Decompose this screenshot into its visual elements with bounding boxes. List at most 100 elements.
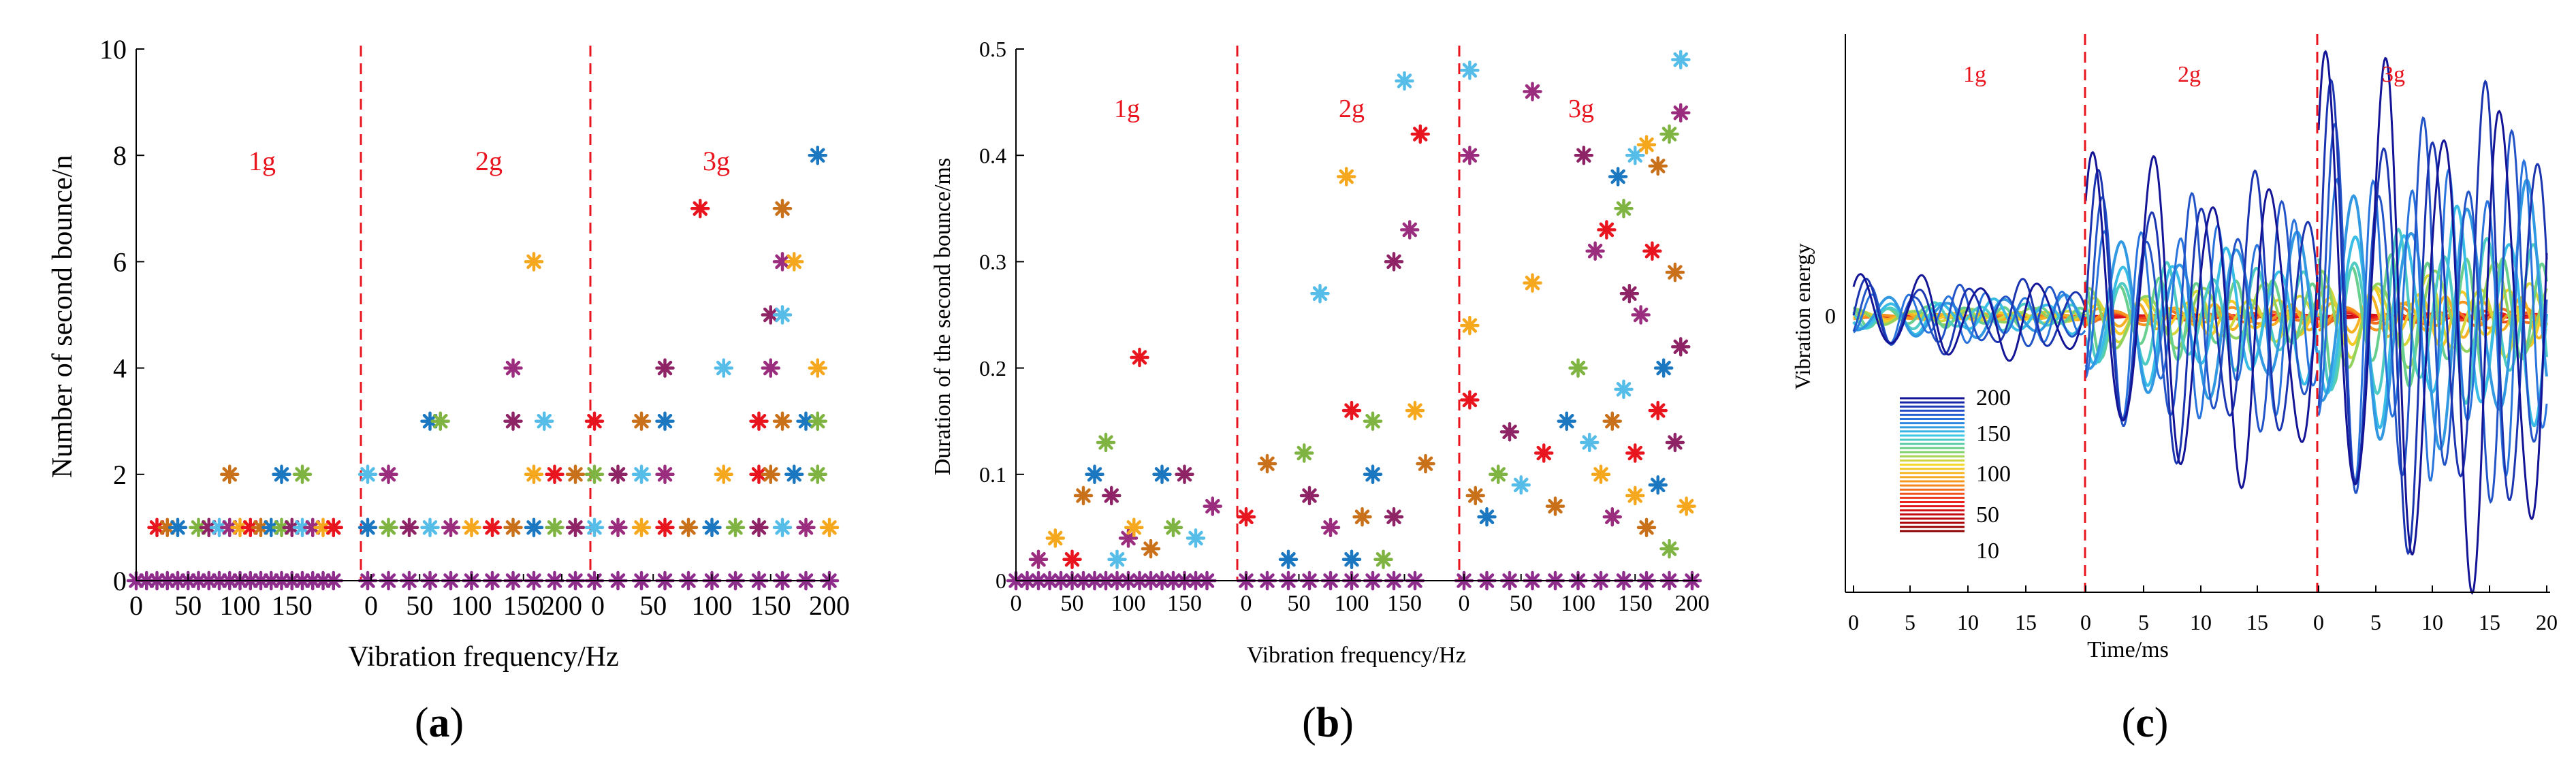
panel-b-x-ticks: 0 50 100 150 0 50 100 150 0 50 100 150 200 [1011, 574, 1710, 616]
data-point [1648, 156, 1668, 176]
energy-trace [2317, 50, 2548, 595]
x-tick-label: 0 [1011, 591, 1022, 616]
data-point [1384, 507, 1404, 527]
data-point [784, 464, 804, 485]
data-point [1676, 496, 1696, 516]
data-point [690, 199, 710, 219]
data-point [1062, 549, 1082, 570]
data-point [1460, 145, 1480, 165]
data-point [1278, 549, 1299, 570]
data-point [772, 199, 793, 219]
data-point [524, 464, 544, 485]
data-point [1384, 252, 1404, 272]
energy-trace [2084, 230, 2319, 400]
data-point [631, 517, 652, 538]
x-tick-label: 100 [1561, 591, 1595, 616]
data-point [1299, 485, 1320, 506]
y-tick-label: 10 [99, 34, 127, 65]
data-point [1320, 517, 1341, 538]
data-point [1102, 485, 1122, 506]
panel-c-x-label: Time/ms [2087, 637, 2169, 662]
panel-b-y-label: Duration of the second bounce/ms [930, 158, 955, 475]
data-point [1602, 411, 1622, 431]
panel-a-y-label: Number of second bounce/n [47, 155, 78, 479]
data-point [399, 517, 419, 538]
data-point [584, 464, 605, 485]
x-tick-label: 10 [2190, 610, 2212, 634]
x-tick-label: 100 [1335, 591, 1369, 616]
y-tick-label: 0.5 [979, 37, 1006, 61]
data-point [1523, 82, 1542, 101]
y-tick-label: 8 [113, 140, 127, 171]
x-tick-label: 20 [2536, 610, 2558, 634]
data-point [482, 517, 503, 538]
data-point [784, 252, 804, 272]
legend-label: 100 [1976, 462, 2011, 487]
data-point [430, 411, 450, 431]
data-point [1477, 507, 1497, 527]
legend-label: 150 [1976, 421, 2011, 447]
data-point [761, 358, 780, 378]
data-point [1416, 453, 1435, 474]
data-point [1648, 400, 1668, 421]
x-tick-label: 150 [1167, 591, 1202, 616]
panel-b-region-label-2g: 2g [1339, 95, 1365, 123]
data-point [545, 464, 565, 485]
y-tick-label: 0.2 [979, 356, 1006, 381]
data-point [1653, 358, 1674, 378]
data-point [1028, 549, 1049, 570]
y-tick-label: 2 [113, 460, 127, 490]
data-point [441, 517, 461, 538]
panel-c-y-label: Vibration energy [1790, 243, 1815, 389]
data-point [1625, 443, 1645, 463]
data-point [303, 517, 323, 538]
data-point [420, 517, 440, 538]
data-point [1499, 422, 1520, 442]
x-tick-label: 50 [174, 590, 202, 621]
data-point [631, 411, 652, 431]
data-point [1642, 241, 1662, 261]
data-point [357, 517, 378, 538]
x-tick-label: 0 [364, 590, 378, 621]
energy-trace [2317, 116, 2548, 504]
data-point [1395, 71, 1414, 91]
x-tick-label: 0 [1241, 591, 1252, 616]
panel-c-legend: 200 150 100 50 10 [1900, 385, 2011, 564]
x-tick-label: 10 [2421, 610, 2443, 634]
data-point [1614, 379, 1634, 400]
data-point [1405, 400, 1425, 421]
x-tick-label: 0 [1459, 591, 1470, 616]
x-tick-label: 150 [750, 590, 791, 621]
data-point [292, 464, 313, 485]
x-tick-label: 0 [129, 590, 143, 621]
y-tick-label: 0 [996, 568, 1006, 593]
data-point [725, 517, 746, 538]
data-point [1186, 528, 1206, 548]
data-point [1465, 485, 1485, 506]
panel-b-y-ticks: 0 0.1 0.2 0.3 0.4 0.5 [979, 37, 1024, 593]
data-point [524, 252, 544, 272]
x-tick-label: 15 [2246, 610, 2268, 634]
x-tick-label: 0 [591, 590, 605, 621]
data-point [1625, 485, 1645, 506]
panel-b-plot-area [1006, 46, 1702, 591]
panel-c-x-ticks: 0 5 10 15 0 5 10 15 0 5 10 15 20 [1848, 585, 2558, 634]
data-point [655, 411, 675, 431]
data-point [1124, 517, 1144, 538]
data-point [1665, 432, 1685, 453]
y-tick-label: 4 [113, 353, 127, 384]
data-point [808, 464, 827, 485]
data-point [655, 517, 675, 538]
data-point [796, 517, 816, 538]
data-point [462, 517, 481, 538]
y-tick-label: 0.3 [979, 250, 1006, 274]
data-point [1045, 528, 1065, 548]
x-tick-label: 50 [639, 590, 667, 621]
data-point [1257, 453, 1277, 474]
data-point [1130, 347, 1149, 368]
data-point [608, 517, 628, 538]
data-point [702, 517, 722, 538]
